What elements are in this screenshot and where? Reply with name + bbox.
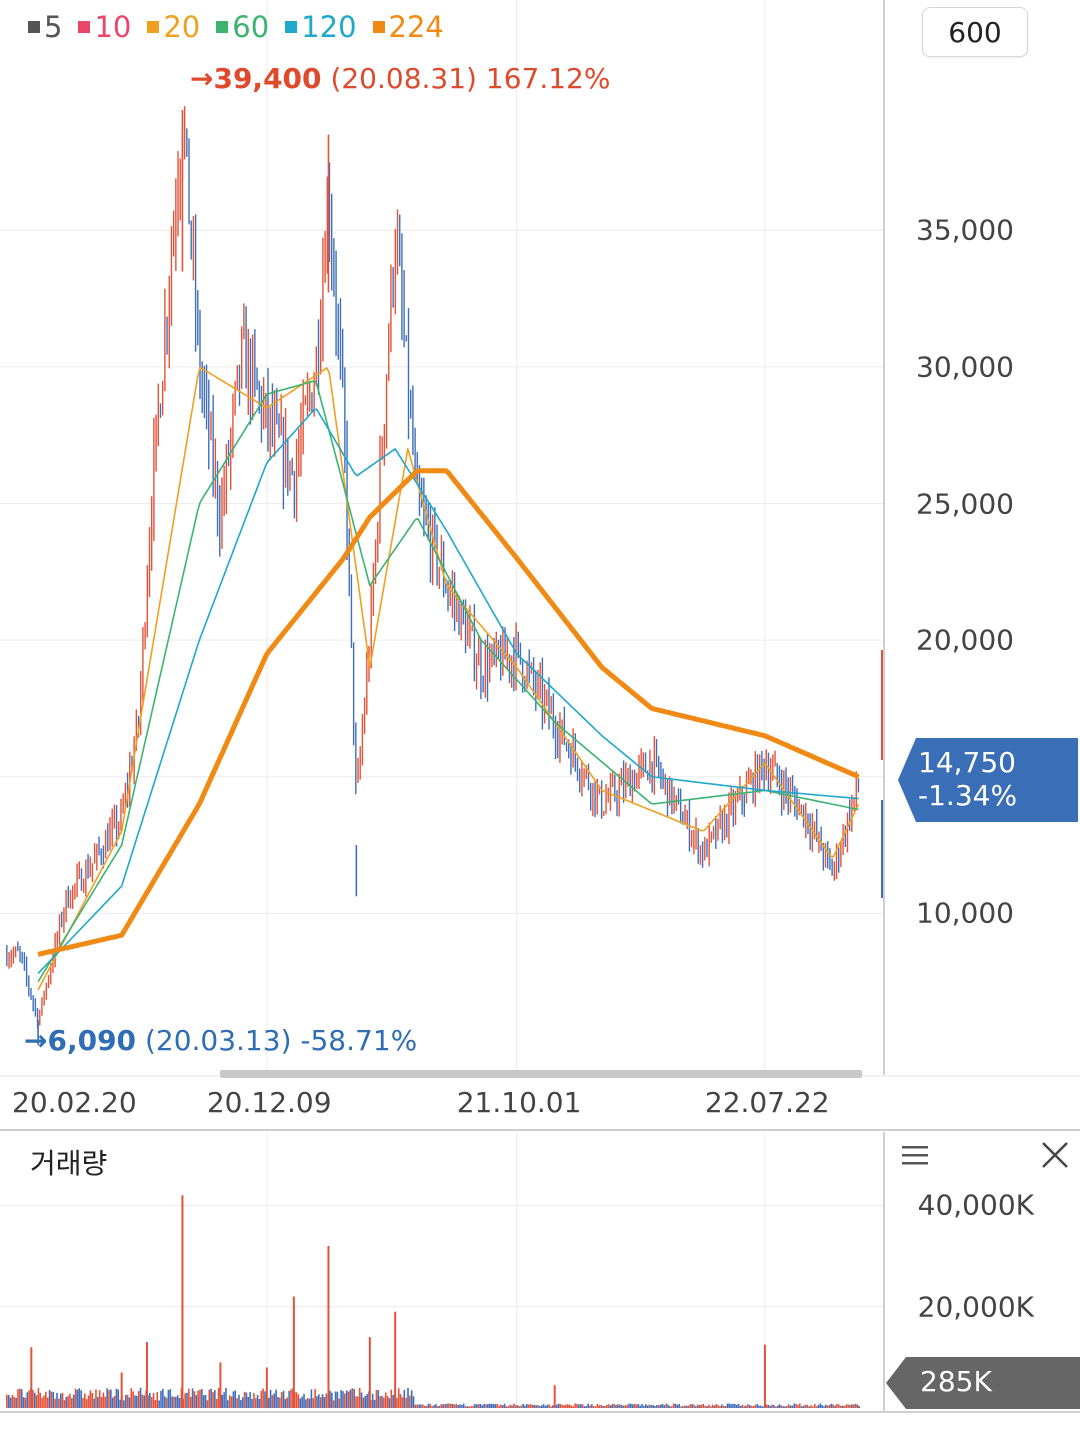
- legend-item-120[interactable]: 120: [285, 10, 357, 44]
- legend-label: 20: [163, 10, 201, 44]
- date-tick-label: 20.12.09: [206, 1086, 332, 1119]
- legend-label: 120: [301, 10, 357, 44]
- grid-lines: [0, 0, 884, 1410]
- volume-grid-lines: [0, 1204, 884, 1308]
- close-icon[interactable]: [1040, 1140, 1070, 1170]
- low-arrow-icon: →: [24, 1024, 48, 1057]
- legend-item-10[interactable]: 10: [78, 10, 131, 44]
- time-scrollbar[interactable]: [220, 1070, 862, 1078]
- legend-item-224[interactable]: 224: [372, 10, 444, 44]
- high-annotation: →39,400 (20.08.31) 167.12%: [190, 62, 610, 95]
- legend-label: 224: [388, 10, 444, 44]
- legend-label: 5: [44, 10, 63, 44]
- price-tick-label: 20,000: [916, 623, 1014, 657]
- legend-swatch: [78, 21, 91, 33]
- current-price: 14,750: [918, 746, 1016, 779]
- volume-tag-shape: [886, 1357, 1080, 1409]
- volume-title: 거래량: [30, 1147, 108, 1180]
- price-tick-label: 10,000: [916, 896, 1014, 930]
- legend-swatch: [147, 21, 160, 33]
- current-price-tag: 14,750 -1.34%: [898, 738, 1078, 822]
- menu-icon[interactable]: [900, 1140, 930, 1170]
- price-tick-label: 30,000: [916, 350, 1014, 384]
- legend-item-5[interactable]: 5: [28, 10, 62, 44]
- moving-average-lines: [37, 366, 860, 991]
- legend-swatch: [216, 21, 229, 33]
- date-tick-label: 20.02.20: [12, 1086, 137, 1119]
- ma-legend: 5 10 20 60 120 224: [28, 10, 444, 44]
- volume-tick-label: 40,000K: [917, 1188, 1034, 1222]
- candles: [6, 106, 860, 1046]
- ma-line-60: [37, 380, 859, 983]
- high-value: 39,400: [213, 62, 322, 95]
- legend-label: 60: [232, 10, 270, 44]
- volume-bars: [6, 1195, 861, 1408]
- legend-swatch: [28, 21, 40, 33]
- legend-item-20[interactable]: 20: [147, 10, 200, 44]
- legend-swatch: [285, 21, 298, 33]
- low-detail: (20.03.13) -58.71%: [144, 1024, 418, 1057]
- high-detail: (20.08.31) 167.12%: [330, 62, 611, 95]
- price-tick-label: 35,000: [916, 213, 1014, 247]
- period-button[interactable]: 600: [922, 7, 1028, 57]
- ma-line-224: [37, 468, 860, 957]
- low-annotation: →6,090 (20.03.13) -58.71%: [24, 1024, 417, 1057]
- price-tick-label: 25,000: [916, 487, 1014, 521]
- date-tick-label: 21.10.01: [456, 1086, 582, 1119]
- price-tag-shape: [898, 738, 1078, 822]
- current-volume: 285K: [920, 1365, 992, 1398]
- high-arrow-icon: →: [190, 62, 214, 95]
- date-tick-label: 22.07.22: [704, 1086, 830, 1119]
- ma-line-120: [37, 408, 859, 975]
- current-change: -1.34%: [918, 779, 1018, 812]
- volume-tick-label: 20,000K: [917, 1290, 1034, 1324]
- legend-item-60[interactable]: 60: [216, 10, 269, 44]
- legend-swatch: [372, 21, 385, 33]
- current-volume-tag: 285K: [886, 1357, 1080, 1409]
- low-value: 6,090: [47, 1024, 137, 1057]
- legend-label: 10: [94, 10, 132, 44]
- ma-line-20: [37, 366, 860, 991]
